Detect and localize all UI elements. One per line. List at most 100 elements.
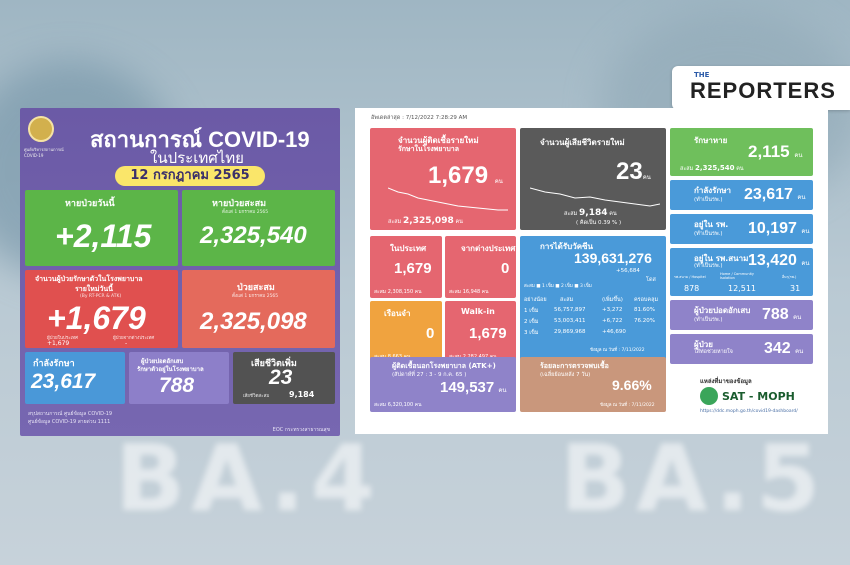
new-hospital-label: จำนวนผู้ป่วยรักษาตัวในโรงพยาบาล [35,275,143,283]
ventilator-value: 342 คน [764,340,804,357]
cumulative-cases-value: 2,325,098 [200,308,307,335]
new-hospital-tile: จำนวนผู้ป่วยรักษาตัวในโรงพยาบาล รายใหม่ว… [25,270,178,348]
recovered-title: รักษาหาย [694,136,728,145]
footer-line1: สรุปสถานการณ์ ศูนย์ข้อมูล COVID-19 [28,411,113,417]
new-cases-title: จำนวนผู้ติดเชื้อรายใหม่ [398,136,479,145]
positive-rate-tile[interactable]: ร้อยละการตรวจพบเชื้อ (เฉลี่ยย้อนหลัง 7 ว… [520,357,666,412]
in-hospital-sub: (ทำเป็นรพ.) [694,231,723,237]
vac-cell: +3,272 [602,307,623,313]
treating-r-title: กำลังรักษา [694,186,732,195]
atk-positive-cum: สะสม 6,320,100 คน [374,402,422,408]
ventilator-tile[interactable]: ผู้ป่วย ใส่ท่อช่วยหายใจ 342 คน [670,334,813,364]
deaths-cum-label: เสียชีวิตสะสม [243,394,270,399]
imported-cum: สะสม 16,948 คน [449,289,489,295]
new-deaths-cum: สะสม 9,184 คน [564,208,617,218]
atk-positive-sub: (สัปดาห์ที่ 27 : 3 - 9 ก.ค. 65 ) [392,372,467,378]
recovered-total-value: 2,325,540 [200,222,307,249]
new-hospital-label2: รายใหม่วันนี้ [75,285,113,293]
vac-header-cell: ครอบคลุม [634,297,659,303]
new-deaths-pct: ( คิดเป็น 0.39 % ) [576,220,622,226]
new-deaths-tile[interactable]: จำนวนผู้เสียชีวิตรายใหม่ 23คน สะสม 9,184… [520,128,666,230]
covid-dashboard: อัพเดตล่าสุด : 7/12/2022 7:28:29 AM จำนว… [355,108,828,434]
vaccination-total: 139,631,276 [574,250,652,266]
imported-label: ผู้ป่วยจากต่างประเทศ [113,336,155,341]
pneumonia-value: 788 [159,374,195,397]
domestic-value-r: 1,679 [394,260,432,277]
ministry-crest-icon [28,116,54,142]
pneumonia-label: ผู้ป่วยปอดอักเสบ [141,358,184,365]
imported-value: - [125,340,128,347]
infographic-title: สถานการณ์ COVID-19 [90,127,310,152]
positive-rate-value: 9.66% [612,377,652,393]
thailand-covid-infographic: ศูนย์บริหารสถานการณ์ COVID-19 สถานการณ์ … [20,108,340,436]
last-updated: อัพเดตล่าสุด : 7/12/2022 7:28:29 AM [371,115,468,121]
sat-moph-logo[interactable]: SAT - MOPH [700,387,810,405]
positive-rate-date: ข้อมูล ณ วันที่ : 7/11/2022 [600,403,655,408]
treating-tile-r[interactable]: กำลังรักษา (ทำเป็นรพ.) 23,617 คน [670,180,813,210]
vac-header-cell: (เพิ่มขึ้น) [602,297,623,303]
moph-emblem-icon [700,387,718,405]
in-hospital-title: อยู่ใน รพ. [694,220,729,229]
home-isolation-value: 12,511 [728,284,756,293]
pneumonia-tile-r[interactable]: ผู้ป่วยปอดอักเสบ (ทำเป็นรพ.) 788 คน [670,300,813,330]
new-cases-cum: สะสม 2,325,098 คน [388,216,463,226]
recovered-tile[interactable]: รักษาหาย 2,115 คน สะสม 2,325,540 คน [670,128,813,176]
sat-moph-text: SAT - MOPH [722,390,795,403]
vac-cell: 29,869,968 [554,329,586,335]
domestic-label: ผู้ป่วยในประเทศ [47,336,78,341]
domestic-tile[interactable]: ในประเทศ 1,679 สะสม 2,308,150 คน [370,236,442,298]
treating-value: 23,617 [31,370,96,393]
vaccination-tile[interactable]: การได้รับวัคซีน 139,631,276 +56,684 โดส … [520,236,666,363]
treating-r-value: 23,617 คน [744,186,806,203]
ventilator-sub: ใส่ท่อช่วยหายใจ [694,349,733,355]
recovered-total-label: หายป่วยสะสม [212,199,267,209]
imported-value-r: 0 [501,260,510,277]
new-cases-tile[interactable]: จำนวนผู้ติดเชื้อรายใหม่ รักษาในโรงพยาบาล… [370,128,516,230]
positive-rate-sub: (เฉลี่ยย้อนหลัง 7 วัน) [540,372,591,378]
prison-title: เรือนจำ [384,309,411,318]
recovered-total-note: ตั้งแต่ 1 มกราคม 2565 [222,210,269,215]
vac-cell: 56,757,897 [554,307,586,313]
in-hospital-tile[interactable]: อยู่ใน รพ. (ทำเป็นรพ.) 10,197 คน [670,214,813,244]
logo-the: THE [694,71,710,79]
other-value: 31 [790,284,801,293]
deaths-label: เสียชีวิตเพิ่ม [251,359,297,369]
vac-header-cell: สะสม [560,297,574,303]
field-hospital-tile[interactable]: อยู่ใน รพ.สนาม (ทำเป็นรพ.) 13,420 คน รพ.… [670,248,813,296]
recovered-today-value: +2,115 [55,218,152,254]
treating-r-sub: (ทำเป็นรพ.) [694,197,723,203]
vac-cell: 2 เข็ม [524,319,539,325]
cumulative-cases-tile: ป่วยสะสม ตั้งแต่ 1 มกราคม 2565 2,325,098 [182,270,335,348]
source-label: แหล่งที่มาของข้อมูล [700,378,752,385]
new-cases-sub: รักษาในโรงพยาบาล [398,145,459,153]
recovered-total-tile: หายป่วยสะสม ตั้งแต่ 1 มกราคม 2565 2,325,… [182,190,335,266]
pneumonia-tile: ผู้ป่วยปอดอักเสบ รักษาตัวอยู่ในโรงพยาบาล… [129,352,229,404]
vac-cell: 81.60% [634,307,655,313]
hospitel-value: 878 [684,284,700,293]
field-hospital-sub: (ทำเป็นรพ.) [694,263,723,269]
domestic-title: ในประเทศ [390,244,427,253]
footer-eoc: EOC กระทรวงสาธารณสุข [272,427,330,433]
pneumonia-r-sub: (ทำเป็นรพ.) [694,317,723,323]
table-row: 3 เข็ม 29,869,968 +46,690 [524,329,662,340]
left-footer: สรุปสถานการณ์ ศูนย์ข้อมูล COVID-19 ศูนย์… [28,410,112,426]
pneumonia-r-value: 788 คน [762,306,802,323]
atk-positive-tile[interactable]: ผู้ติดเชื้อนอกโรงพยาบาล (ATK+) (สัปดาห์ท… [370,357,516,412]
recovered-today-label: หายป่วยวันนี้ [65,199,115,209]
new-hospital-value: +1,679 [47,300,146,336]
cumulative-cases-note: ตั้งแต่ 1 มกราคม 2565 [232,294,279,299]
table-row: 2 เข็ม 53,003,411 +6,722 76.20% [524,318,662,329]
cumulative-cases-label: ป่วยสะสม [237,283,275,293]
dashboard-link[interactable]: https://ddc.moph.go.th/covid19-dashboard… [700,409,798,414]
deaths-tile: เสียชีวิตเพิ่ม 23 เสียชีวิตสะสม 9,184 [233,352,335,404]
imported-title: จากต่างประเทศ [461,244,516,253]
new-cases-sparkline [388,187,508,211]
atk-positive-title: ผู้ติดเชื้อนอกโรงพยาบาล (ATK+) [392,362,496,370]
prison-value: 0 [426,325,435,342]
new-deaths-sparkline [530,187,660,207]
walk-in-tile[interactable]: Walk-in 1,679 สะสม 2,282,497 คน [445,301,516,363]
footer-line2[interactable]: ศูนย์ข้อมูล COVID-19 สายด่วน 1111 [28,419,111,425]
reporters-logo[interactable]: THE REPORTERS [672,66,850,110]
prison-tile[interactable]: เรือนจำ 0 สะสม 8,663 คน [370,301,442,363]
imported-tile[interactable]: จากต่างประเทศ 0 สะสม 16,948 คน [445,236,516,298]
